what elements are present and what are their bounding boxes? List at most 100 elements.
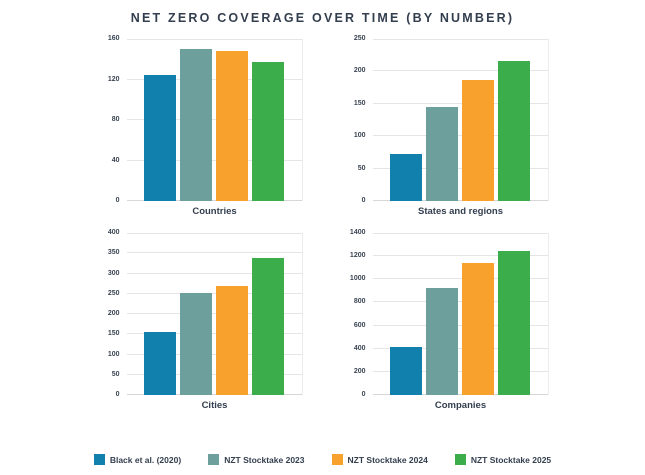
gridline [372, 278, 548, 280]
figure-title: NET ZERO COVERAGE OVER TIME (BY NUMBER) [130, 11, 515, 25]
legend-item-nzt-stocktake-2024: NZT Stocktake 2024 [331, 454, 428, 465]
y-tick-label: 1400 [349, 229, 366, 236]
legend-item-black-et-al-2020: Black et al. (2020) [93, 454, 182, 465]
chart-countries-row: 0 40 80 120 160 [97, 35, 303, 204]
y-tick-label: 0 [361, 391, 366, 398]
gridline [126, 373, 302, 375]
y-axis: 0 50 100 150 200 250 300 350 400 [97, 229, 127, 398]
chart-countries: 0 40 80 120 160 Countries [97, 35, 303, 217]
y-tick-label: 160 [107, 35, 120, 42]
y-tick-label: 200 [107, 310, 120, 317]
plot-area-countries [126, 39, 303, 201]
y-tick-label: 50 [111, 370, 120, 378]
y-tick-label: 400 [107, 229, 120, 236]
chart-cities-row: 0 50 100 150 200 250 300 350 400 [97, 229, 303, 398]
gridline [372, 324, 548, 326]
plot-area-companies [372, 233, 549, 395]
gridline [126, 39, 302, 40]
bar-group [373, 39, 548, 201]
gridline [126, 200, 302, 201]
bar-black-et-al-2020-companies [390, 346, 422, 395]
bar-nzt-stocktake-2023-states-and-regions [426, 107, 458, 201]
bar-nzt-stocktake-2025-cities [252, 258, 284, 395]
chart-cities: 0 50 100 150 200 250 300 350 400 Cities [97, 229, 303, 411]
gridline [372, 70, 548, 72]
plot-area-cities [126, 233, 303, 395]
bar-nzt-stocktake-2023-countries [180, 49, 212, 201]
bar-black-et-al-2020-cities [144, 332, 176, 395]
y-tick-label: 800 [353, 298, 366, 306]
bar-nzt-stocktake-2025-countries [252, 62, 284, 201]
gridline [126, 333, 302, 335]
y-tick-label: 600 [353, 321, 366, 329]
gridline [372, 233, 548, 234]
y-tick-label: 0 [115, 197, 120, 204]
y-tick-label: 200 [353, 367, 366, 375]
gridline [372, 200, 548, 201]
legend-swatch-blue [93, 454, 105, 465]
y-tick-label: 250 [107, 289, 120, 297]
bar-nzt-stocktake-2024-companies [462, 262, 494, 395]
plot-area-states-and-regions [372, 39, 549, 201]
bar-nzt-stocktake-2023-cities [180, 293, 212, 395]
chart-states-row: 0 50 100 150 200 250 [343, 35, 549, 204]
legend-label: NZT Stocktake 2025 [470, 454, 552, 465]
bar-black-et-al-2020-states-and-regions [390, 153, 422, 201]
gridline [372, 370, 548, 372]
bar-nzt-stocktake-2025-states-and-regions [498, 61, 530, 201]
legend-item-nzt-stocktake-2023: NZT Stocktake 2023 [208, 454, 305, 465]
gridline [126, 292, 302, 294]
gridline [126, 272, 302, 274]
gridline [372, 102, 548, 104]
gridline [126, 233, 302, 234]
x-axis-label: Cities [201, 400, 228, 411]
chart-companies-row: 0 200 400 600 800 1000 1200 1400 [343, 229, 549, 398]
y-tick-label: 100 [353, 132, 366, 140]
bar-nzt-stocktake-2024-cities [216, 285, 248, 395]
y-axis: 0 40 80 120 160 [97, 35, 127, 204]
x-axis-label: Countries [192, 206, 237, 217]
bar-nzt-stocktake-2023-companies [426, 287, 458, 395]
legend-item-nzt-stocktake-2025: NZT Stocktake 2025 [454, 454, 552, 465]
bar-nzt-stocktake-2024-countries [216, 51, 248, 201]
gridline [372, 347, 548, 349]
y-tick-label: 150 [353, 99, 366, 107]
y-axis: 0 200 400 600 800 1000 1200 1400 [343, 229, 373, 398]
bar-group [127, 233, 302, 395]
gridline [126, 252, 302, 254]
gridline [126, 394, 302, 395]
y-tick-label: 150 [107, 330, 120, 338]
bar-nzt-stocktake-2024-states-and-regions [462, 80, 494, 201]
gridline [126, 78, 302, 80]
y-tick-label: 0 [115, 391, 120, 398]
chart-states-and-regions: 0 50 100 150 200 250 States and regions [343, 35, 549, 217]
y-tick-label: 50 [357, 164, 366, 172]
gridline [126, 313, 302, 314]
x-axis-label: States and regions [418, 206, 503, 217]
x-axis-label: Companies [434, 400, 487, 411]
legend-label: NZT Stocktake 2024 [347, 454, 428, 465]
charts-grid: 0 40 80 120 160 Countries 0 50 100 150 200 250 St… [97, 35, 549, 411]
y-tick-label: 1000 [349, 275, 366, 283]
y-tick-label: 400 [353, 344, 366, 352]
legend-label: NZT Stocktake 2023 [224, 454, 305, 465]
gridline [372, 394, 548, 395]
gridline [372, 301, 548, 303]
gridline [126, 159, 302, 161]
y-tick-label: 300 [107, 269, 120, 277]
y-tick-label: 0 [361, 197, 366, 204]
legend: Black et al. (2020) NZT Stocktake 2023 N… [0, 454, 645, 465]
bar-group [127, 39, 302, 201]
y-tick-label: 250 [353, 35, 366, 42]
legend-label: Black et al. (2020) [109, 454, 182, 465]
bar-nzt-stocktake-2025-companies [498, 250, 530, 395]
legend-swatch-orange [331, 454, 343, 465]
gridline [372, 39, 548, 40]
y-axis: 0 50 100 150 200 250 [343, 35, 373, 204]
y-tick-label: 350 [107, 249, 120, 257]
y-tick-label: 1200 [349, 252, 366, 260]
y-tick-label: 120 [107, 75, 120, 83]
gridline [126, 353, 302, 355]
gridline [372, 167, 548, 169]
legend-swatch-green [454, 454, 466, 465]
